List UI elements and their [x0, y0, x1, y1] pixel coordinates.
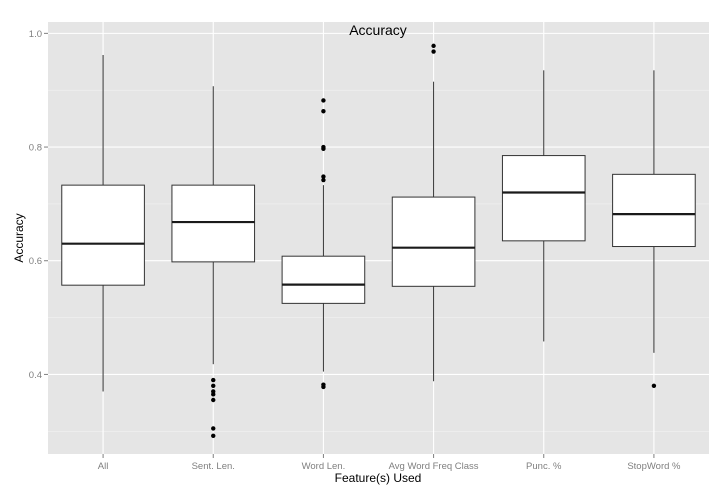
outlier-point	[211, 426, 216, 431]
outlier-point	[211, 433, 216, 439]
box-iqr	[612, 173, 696, 248]
box-iqr	[171, 184, 256, 263]
box-group	[501, 70, 586, 342]
outlier-point	[321, 384, 326, 390]
x-tick-label: StopWord %	[627, 461, 681, 472]
y-axis-ticks: 0.4 0.6 0.8 1.0	[29, 29, 48, 381]
outlier-point	[211, 392, 216, 397]
box-group	[61, 54, 145, 392]
box-iqr	[501, 155, 586, 242]
box-iqr	[61, 184, 145, 286]
y-tick-label: 0.8	[29, 143, 42, 154]
x-tick-label: Sent. Len.	[192, 461, 235, 472]
x-tick-label: Punc. %	[526, 461, 562, 472]
x-axis-ticks: All Sent. Len. Word Len. Avg Word Freq Clas…	[98, 454, 681, 472]
y-tick-label: 1.0	[29, 29, 42, 40]
outlier-point	[211, 397, 216, 403]
outlier-point	[211, 383, 216, 388]
outlier-point	[431, 49, 436, 54]
box-group	[281, 98, 366, 390]
x-axis-title: Feature(s) Used	[335, 471, 422, 485]
y-tick-label: 0.6	[29, 256, 42, 267]
minor-grid	[48, 89, 709, 432]
y-axis-title: Accuracy	[12, 213, 26, 262]
chart-title: Accuracy	[349, 22, 407, 38]
box-group	[612, 70, 696, 388]
y-tick-label: 0.4	[29, 370, 42, 381]
outlier-point	[321, 177, 326, 183]
x-tick-label: All	[98, 461, 109, 472]
x-tick-label: Word Len.	[302, 461, 346, 472]
plot-panel	[48, 22, 709, 454]
box-group	[171, 86, 256, 439]
outlier-point	[211, 377, 216, 383]
box-group	[391, 43, 476, 382]
box-iqr	[281, 255, 366, 304]
box-iqr	[391, 196, 476, 287]
outlier-point	[321, 146, 326, 151]
outlier-point	[321, 98, 326, 103]
outlier-point	[321, 109, 326, 114]
x-tick-label: Avg Word Freq Class	[389, 461, 479, 472]
outlier-point	[651, 383, 657, 388]
boxes	[61, 43, 696, 439]
outlier-point	[431, 43, 436, 49]
outlier-point	[321, 174, 326, 179]
